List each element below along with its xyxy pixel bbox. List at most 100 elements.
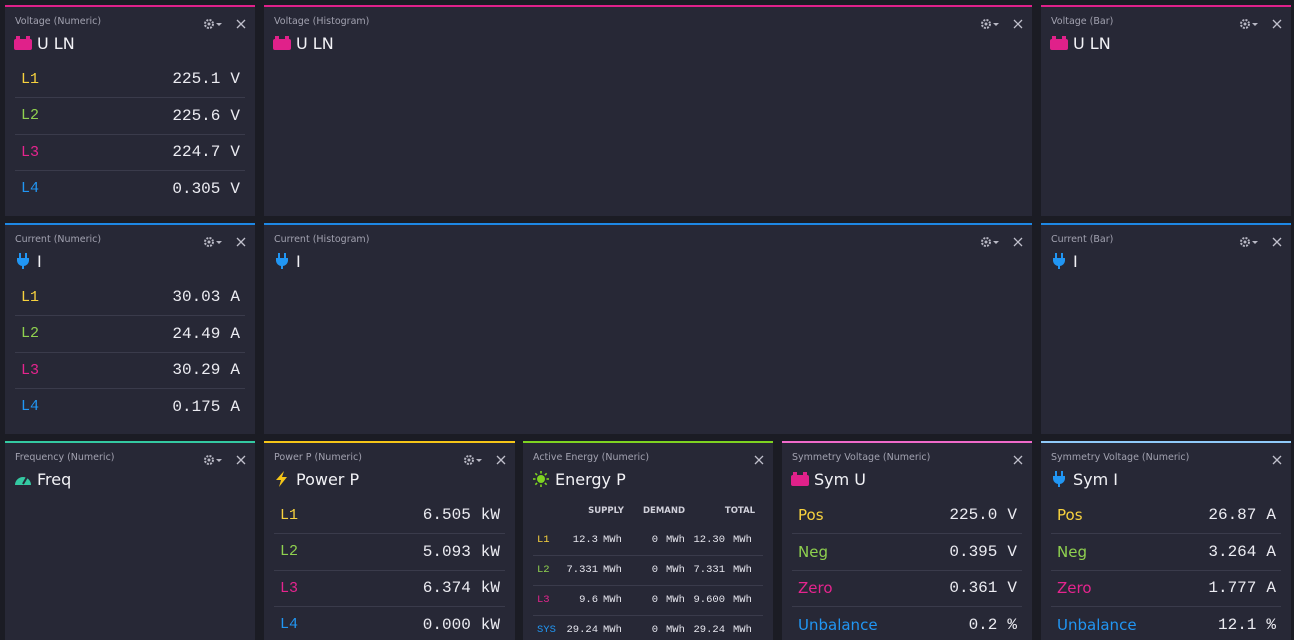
table-row: SYS 29.24 MWh 0 MWh 29.24 MWh [533,615,763,640]
close-button[interactable] [1272,455,1282,465]
row-unit: kW [480,542,500,561]
panel-title-text: Power P [296,469,360,489]
row-label: L2 [537,564,550,576]
icon-part [1055,471,1057,476]
row-unit: V [1007,579,1017,598]
settings-button[interactable] [203,18,225,30]
cell-value: 0 [651,564,658,576]
close-button[interactable] [236,237,246,247]
row-unit: A [1266,579,1276,598]
icon-part [1061,253,1063,258]
gear-icon [204,455,214,465]
close-icon [496,455,506,465]
row-unit: A [230,361,240,380]
close-button[interactable] [1272,19,1282,29]
gear-hub [467,458,471,462]
close-icon [1013,455,1023,465]
panel: Current (Bar) I [1041,223,1291,434]
settings-button[interactable] [463,454,485,466]
row-label: SYS [537,624,556,636]
value-row: L2 225.6 V [15,98,245,135]
panel-title-text: I [1073,251,1078,271]
caret [1252,23,1258,26]
cell-value: 12.3 [572,534,598,546]
settings-button[interactable] [203,454,225,466]
close-button[interactable] [1013,237,1023,247]
caret [476,459,482,462]
cell-value: 7.331 [566,564,598,576]
gear-icon [204,19,214,29]
gear-hub [207,458,211,462]
row-label: Pos [798,506,824,524]
close-icon [1272,237,1282,247]
close-button[interactable] [236,455,246,465]
settings-button[interactable] [980,18,1002,30]
settings-button[interactable] [980,236,1002,248]
column-header: SUPPLY [588,506,624,516]
row-unit: A [1266,506,1276,524]
gear-hub [1243,240,1247,244]
panel-subtitle: Voltage (Bar) [1051,16,1114,27]
close-button[interactable] [1272,237,1282,247]
panel-title-text: Sym U [814,469,867,489]
panel-title: Power P [273,469,359,489]
row-value: 225.0 [949,506,998,524]
row-value: 225.6 [172,106,221,125]
panel: Voltage (Bar) U LN [1041,5,1291,216]
close-icon [236,455,246,465]
icon-part [791,475,809,486]
settings-button[interactable] [203,236,225,248]
icon-part [17,258,29,269]
panel-icon [15,476,31,485]
cell-unit: MWh [666,534,685,546]
close-button[interactable] [1013,19,1023,29]
panel-icon [17,253,29,269]
row-value: 225.1 [172,70,221,88]
icon-part [1053,258,1065,269]
icon-part [544,482,548,486]
panel-subtitle: Current (Histogram) [274,234,370,245]
row-unit: % [1266,615,1276,634]
panel-icon [791,472,809,486]
panel-title: Sym I [1050,469,1118,489]
row-value: 6.505 [422,506,471,524]
panel-subtitle: Current (Bar) [1051,234,1114,245]
value-row: Unbalance 12.1% [1051,607,1281,640]
icon-part [16,36,20,39]
row-unit: A [230,324,240,343]
gear-icon [1240,237,1250,247]
row-label: Pos [1057,506,1083,524]
close-button[interactable] [236,19,246,29]
gear-hub [207,22,211,26]
row-label: Neg [798,542,828,561]
icon-part [276,471,287,487]
close-button[interactable] [1013,455,1023,465]
settings-button[interactable] [1239,236,1261,248]
close-button[interactable] [754,455,764,465]
icon-part [544,472,548,476]
close-button[interactable] [496,455,506,465]
row-unit: V [230,106,240,125]
icon-part [285,36,289,39]
row-value: 0.2 [968,615,998,634]
icon-part [1052,36,1056,39]
cell-value: 29.24 [693,624,725,636]
row-unit: V [230,70,240,88]
panel-icon [276,471,287,487]
panel-subtitle: Voltage (Numeric) [15,16,102,27]
gear-icon [204,237,214,247]
caret [993,241,999,244]
panel: Current (Numeric) I L1 30.03 A L2 24.49 A L3 30.2… [5,223,255,434]
table-row: L3 9.6 MWh 0 MWh 9.600 MWh [533,585,763,616]
cell-value: 0 [651,534,658,546]
row-label: L2 [280,543,299,561]
row-label: Zero [1057,579,1092,598]
panel: Current (Histogram) I [264,223,1032,434]
settings-button[interactable] [1239,18,1261,30]
value-row: L4 0.305 V [15,171,245,207]
row-label: L4 [21,180,40,198]
value-row: L1 30.03 A [15,279,245,316]
row-value: 30.29 [172,361,221,380]
panel-subtitle: Current (Numeric) [15,234,102,245]
row-label: L1 [21,70,40,88]
